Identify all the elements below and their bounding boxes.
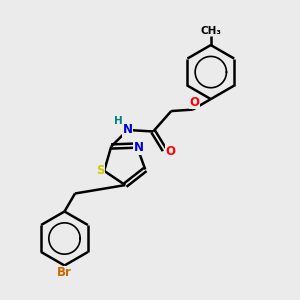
Text: H: H (114, 116, 123, 126)
Text: S: S (96, 164, 105, 177)
Text: N: N (134, 142, 144, 154)
Text: Br: Br (57, 266, 72, 280)
Text: O: O (166, 145, 176, 158)
Text: CH₃: CH₃ (200, 26, 221, 36)
Text: N: N (123, 124, 133, 136)
Text: O: O (189, 96, 199, 109)
